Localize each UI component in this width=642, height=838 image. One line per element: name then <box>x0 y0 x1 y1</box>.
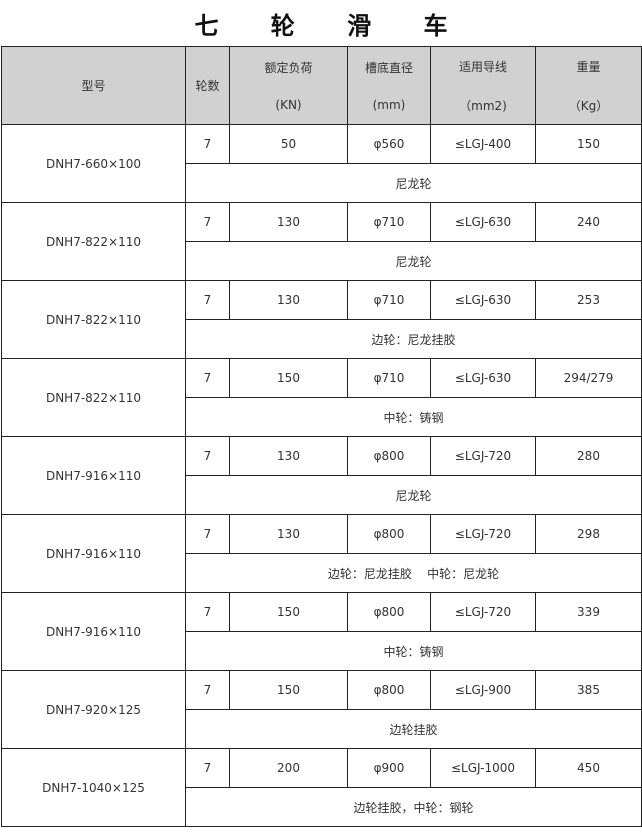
cell-note: 尼龙轮 <box>185 163 642 203</box>
header-label: 适用导线 <box>458 59 507 74</box>
cell-weight: 385 <box>535 670 642 710</box>
cell-model: DNH7-822×110 <box>1 358 186 437</box>
cell-wheels: 7 <box>185 436 230 476</box>
table-row-note: 边轮挂胶 <box>2 709 642 749</box>
cell-note: 中轮：铸钢 <box>185 397 642 437</box>
cell-model: DNH7-916×110 <box>1 592 186 671</box>
cell-load: 50 <box>229 124 348 164</box>
cell-wheels: 7 <box>185 124 230 164</box>
cell-conductor: ≤LGJ-900 <box>430 670 536 710</box>
header-diameter: 槽底直径 (mm) <box>347 46 431 125</box>
cell-note: 边轮挂胶，中轮：钢轮 <box>185 787 642 827</box>
cell-diameter: φ710 <box>347 202 431 242</box>
cell-model: DNH7-660×100 <box>1 124 186 203</box>
table-row-note: 中轮：铸钢 <box>2 631 642 671</box>
cell-wheels: 7 <box>185 592 230 632</box>
cell-weight: 450 <box>535 748 642 788</box>
header-load: 额定负荷 (KN) <box>229 46 348 125</box>
cell-note: 边轮：尼龙挂胶 <box>185 319 642 359</box>
cell-load: 150 <box>229 592 348 632</box>
cell-wheels: 7 <box>185 280 230 320</box>
cell-model: DNH7-1040×125 <box>1 748 186 827</box>
table-row-note: 边轮：尼龙挂胶 中轮：尼龙轮 <box>2 553 642 593</box>
cell-diameter: φ900 <box>347 748 431 788</box>
cell-diameter: φ710 <box>347 358 431 398</box>
cell-diameter: φ800 <box>347 670 431 710</box>
cell-model: DNH7-822×110 <box>1 202 186 281</box>
table-row: DNH7-916×110 7 130 φ800 ≤LGJ-720 280 <box>1 436 642 515</box>
header-unit: （Kg） <box>568 98 609 113</box>
cell-load: 130 <box>229 514 348 554</box>
header-row: 型号 轮数 额定负荷 (KN) 槽底直径 (mm) 适用导线 （mm2) 重量 （Kg） <box>1 46 642 125</box>
cell-weight: 294/279 <box>535 358 642 398</box>
cell-diameter: φ800 <box>347 436 431 476</box>
header-unit: (mm) <box>372 98 406 112</box>
header-unit: （mm2) <box>459 98 507 113</box>
cell-note: 中轮：铸钢 <box>185 631 642 671</box>
cell-weight: 253 <box>535 280 642 320</box>
header-label: 型号 <box>81 79 106 93</box>
cell-weight: 298 <box>535 514 642 554</box>
cell-load: 130 <box>229 280 348 320</box>
page-title: 七 轮 滑 车 <box>194 11 470 40</box>
table-row-note: 中轮：铸钢 <box>2 397 642 437</box>
cell-weight: 280 <box>535 436 642 476</box>
table-row: DNH7-916×110 7 130 φ800 ≤LGJ-720 298 <box>1 514 642 593</box>
header-label: 轮数 <box>195 79 220 93</box>
cell-load: 150 <box>229 358 348 398</box>
cell-wheels: 7 <box>185 748 230 788</box>
cell-weight: 150 <box>535 124 642 164</box>
cell-wheels: 7 <box>185 670 230 710</box>
cell-load: 130 <box>229 202 348 242</box>
header-conductor: 适用导线 （mm2) <box>430 46 536 125</box>
cell-conductor: ≤LGJ-630 <box>430 280 536 320</box>
cell-model: DNH7-916×110 <box>1 514 186 593</box>
cell-diameter: φ800 <box>347 592 431 632</box>
cell-wheels: 7 <box>185 358 230 398</box>
cell-weight: 240 <box>535 202 642 242</box>
table-row: DNH7-1040×125 7 200 φ900 ≤LGJ-1000 450 <box>1 748 642 827</box>
cell-load: 130 <box>229 436 348 476</box>
header-label: 槽底直径 <box>364 61 413 75</box>
header-wheels: 轮数 <box>185 46 230 125</box>
cell-conductor: ≤LGJ-720 <box>430 592 536 632</box>
table-row: DNH7-822×110 7 130 φ710 ≤LGJ-630 253 <box>1 280 642 359</box>
cell-diameter: φ560 <box>347 124 431 164</box>
table-row: DNH7-660×100 7 50 φ560 ≤LGJ-400 150 <box>1 124 642 203</box>
table-row: DNH7-920×125 7 150 φ800 ≤LGJ-900 385 <box>1 670 642 749</box>
spec-table: 型号 轮数 额定负荷 (KN) 槽底直径 (mm) 适用导线 （mm2) 重量 （Kg） DNH7… <box>1 46 642 827</box>
table-row: DNH7-916×110 7 150 φ800 ≤LGJ-720 339 <box>1 592 642 671</box>
cell-conductor: ≤LGJ-1000 <box>430 748 536 788</box>
header-weight: 重量 （Kg） <box>535 46 642 125</box>
cell-note: 边轮挂胶 <box>185 709 642 749</box>
cell-model: DNH7-916×110 <box>1 436 186 515</box>
cell-load: 150 <box>229 670 348 710</box>
cell-wheels: 7 <box>185 202 230 242</box>
cell-conductor: ≤LGJ-720 <box>430 436 536 476</box>
table-row-note: 尼龙轮 <box>2 163 642 203</box>
cell-conductor: ≤LGJ-720 <box>430 514 536 554</box>
cell-model: DNH7-920×125 <box>1 670 186 749</box>
cell-model: DNH7-822×110 <box>1 280 186 359</box>
cell-load: 200 <box>229 748 348 788</box>
cell-note: 尼龙轮 <box>185 475 642 515</box>
header-model: 型号 <box>1 46 186 125</box>
table-row: DNH7-822×110 7 130 φ710 ≤LGJ-630 240 <box>1 202 642 281</box>
cell-weight: 339 <box>535 592 642 632</box>
header-label: 重量 <box>576 59 601 74</box>
header-unit: (KN) <box>275 98 302 112</box>
cell-conductor: ≤LGJ-630 <box>430 358 536 398</box>
cell-note: 边轮：尼龙挂胶 中轮：尼龙轮 <box>185 553 642 593</box>
cell-diameter: φ710 <box>347 280 431 320</box>
table-row-note: 尼龙轮 <box>2 241 642 281</box>
cell-diameter: φ800 <box>347 514 431 554</box>
cell-conductor: ≤LGJ-400 <box>430 124 536 164</box>
table-row: DNH7-822×110 7 150 φ710 ≤LGJ-630 294/279 <box>1 358 642 437</box>
cell-wheels: 7 <box>185 514 230 554</box>
cell-note: 尼龙轮 <box>185 241 642 281</box>
table-row-note: 边轮挂胶，中轮：钢轮 <box>2 787 642 827</box>
header-label: 额定负荷 <box>264 61 313 75</box>
cell-conductor: ≤LGJ-630 <box>430 202 536 242</box>
